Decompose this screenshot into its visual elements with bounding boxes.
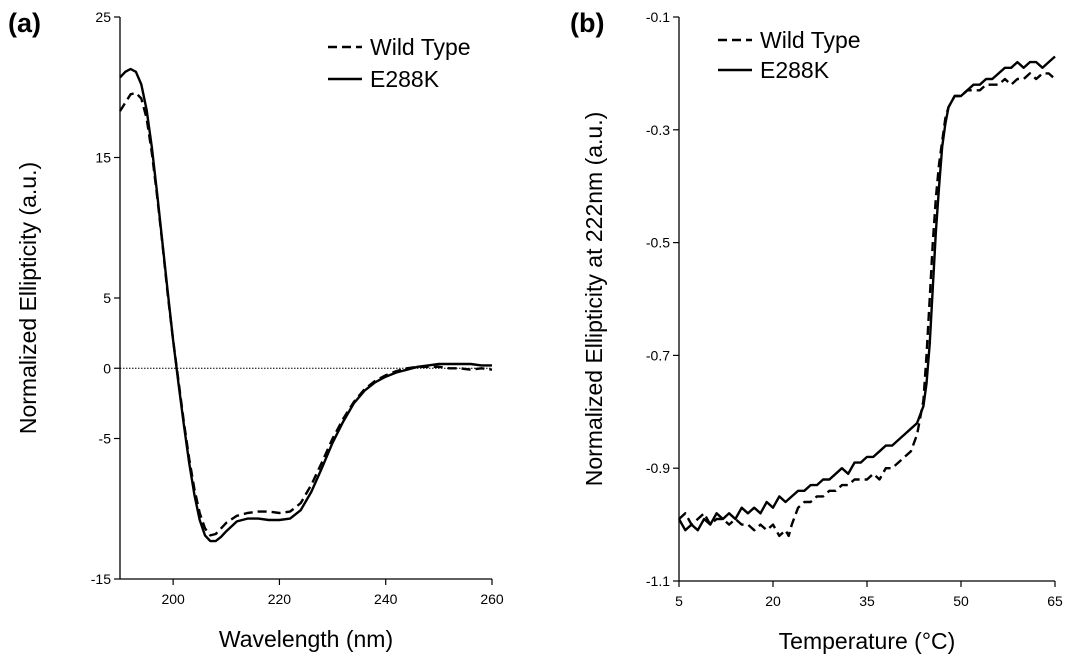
y-tick-label: -0.3 — [646, 122, 670, 138]
legend-label: Wild Type — [370, 34, 471, 60]
panel-label: (a) — [8, 8, 41, 38]
y-tick-label: -0.7 — [646, 347, 670, 363]
x-tick-label: 200 — [161, 591, 185, 607]
x-axis-label: Temperature (°C) — [779, 628, 956, 654]
y-tick-label: -1.1 — [646, 573, 670, 589]
legend-label: E288K — [370, 66, 440, 92]
series-line-wild-type — [118, 91, 493, 537]
x-tick-label: 240 — [374, 591, 398, 607]
y-tick-label: 25 — [95, 9, 111, 25]
legend-label: E288K — [760, 57, 830, 83]
x-tick-label: 65 — [1047, 593, 1063, 609]
y-tick-label: 15 — [95, 150, 111, 166]
y-tick-label: 5 — [103, 290, 111, 306]
x-tick-label: 35 — [859, 593, 875, 609]
series-line-wild-type — [678, 72, 1056, 538]
y-tick-label: -15 — [91, 571, 111, 587]
y-tick-label: -0.9 — [646, 460, 670, 476]
x-tick-label: 5 — [675, 593, 683, 609]
y-axis-label: Normalized Ellipticity (a.u.) — [15, 162, 41, 434]
y-tick-label: -0.1 — [646, 9, 670, 25]
x-tick-label: 50 — [953, 593, 969, 609]
panel-label: (b) — [570, 8, 604, 38]
panel-a: -15 -5 0 5 15 25 200 220 240 260 Wild Type E288K Wav… — [8, 8, 504, 652]
x-tick-label: 20 — [765, 593, 781, 609]
panel-b: -1.1 -0.9 -0.7 -0.5 -0.3 -0.1 5 20 35 50 65 Wild Ty… — [570, 8, 1063, 654]
x-tick-label: 220 — [268, 591, 292, 607]
y-tick-label: -5 — [99, 431, 112, 447]
y-tick-label: -0.5 — [646, 235, 670, 251]
series-line-e288k — [677, 55, 1056, 532]
legend-label: Wild Type — [760, 27, 861, 53]
y-axis-label: Normalized Ellipticity at 222nm (a.u.) — [581, 112, 607, 487]
series-line-e288k — [119, 67, 492, 543]
x-tick-label: 260 — [480, 591, 504, 607]
y-tick-label: 0 — [103, 360, 111, 376]
x-axis-label: Wavelength (nm) — [219, 626, 393, 652]
